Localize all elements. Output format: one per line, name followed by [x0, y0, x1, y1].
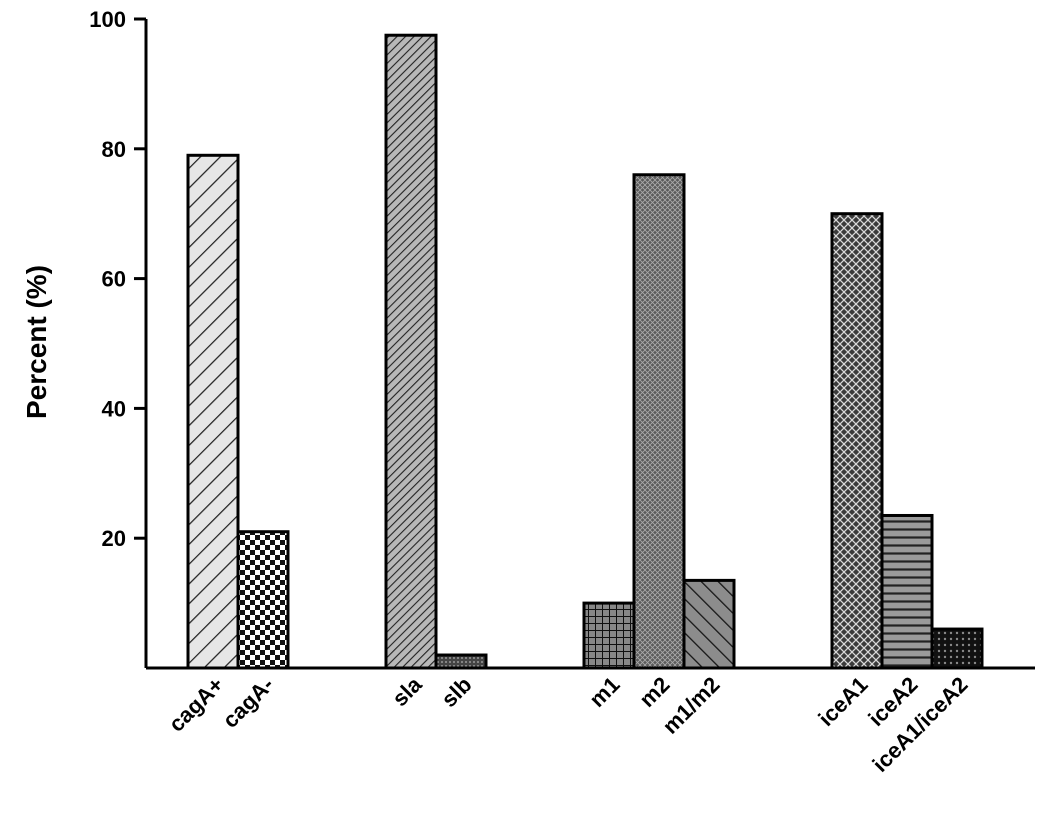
bar-iceA1: [830, 212, 884, 670]
x-tick-label-iceA1: iceA1: [813, 672, 872, 731]
y-tick-label-40: 40: [102, 396, 126, 421]
y-axis: 20 40 60 80 100: [89, 7, 148, 668]
y-tick-label-60: 60: [102, 267, 126, 292]
bar-slb: [434, 653, 488, 670]
x-tick-label-m2: m2: [634, 672, 674, 712]
bar-m1/m2: [682, 578, 736, 670]
x-tick-label-sla: sla: [387, 671, 427, 711]
x-tick-label-m1: m1: [584, 672, 624, 712]
x-tick-label-m1/m2: m1/m2: [658, 672, 725, 739]
y-tick-label-20: 20: [102, 526, 126, 551]
bar-cagA-: [236, 530, 290, 670]
bar-m1: [582, 601, 636, 670]
bar-iceA2: [880, 513, 934, 670]
bar-cagA+: [186, 153, 240, 670]
bars-layer: [186, 33, 984, 670]
bar-iceA1/iceA2: [930, 627, 984, 670]
x-tick-label-cagA-: cagA-: [218, 672, 279, 733]
y-tick-label-100: 100: [89, 7, 126, 32]
bar-m2: [632, 173, 686, 670]
bar-sla: [384, 33, 438, 670]
y-axis-title: Percent (%): [21, 265, 52, 419]
x-tick-label-slb: slb: [436, 672, 476, 712]
x-tick-label-cagA+: cagA+: [164, 672, 229, 737]
y-tick-label-80: 80: [102, 137, 126, 162]
